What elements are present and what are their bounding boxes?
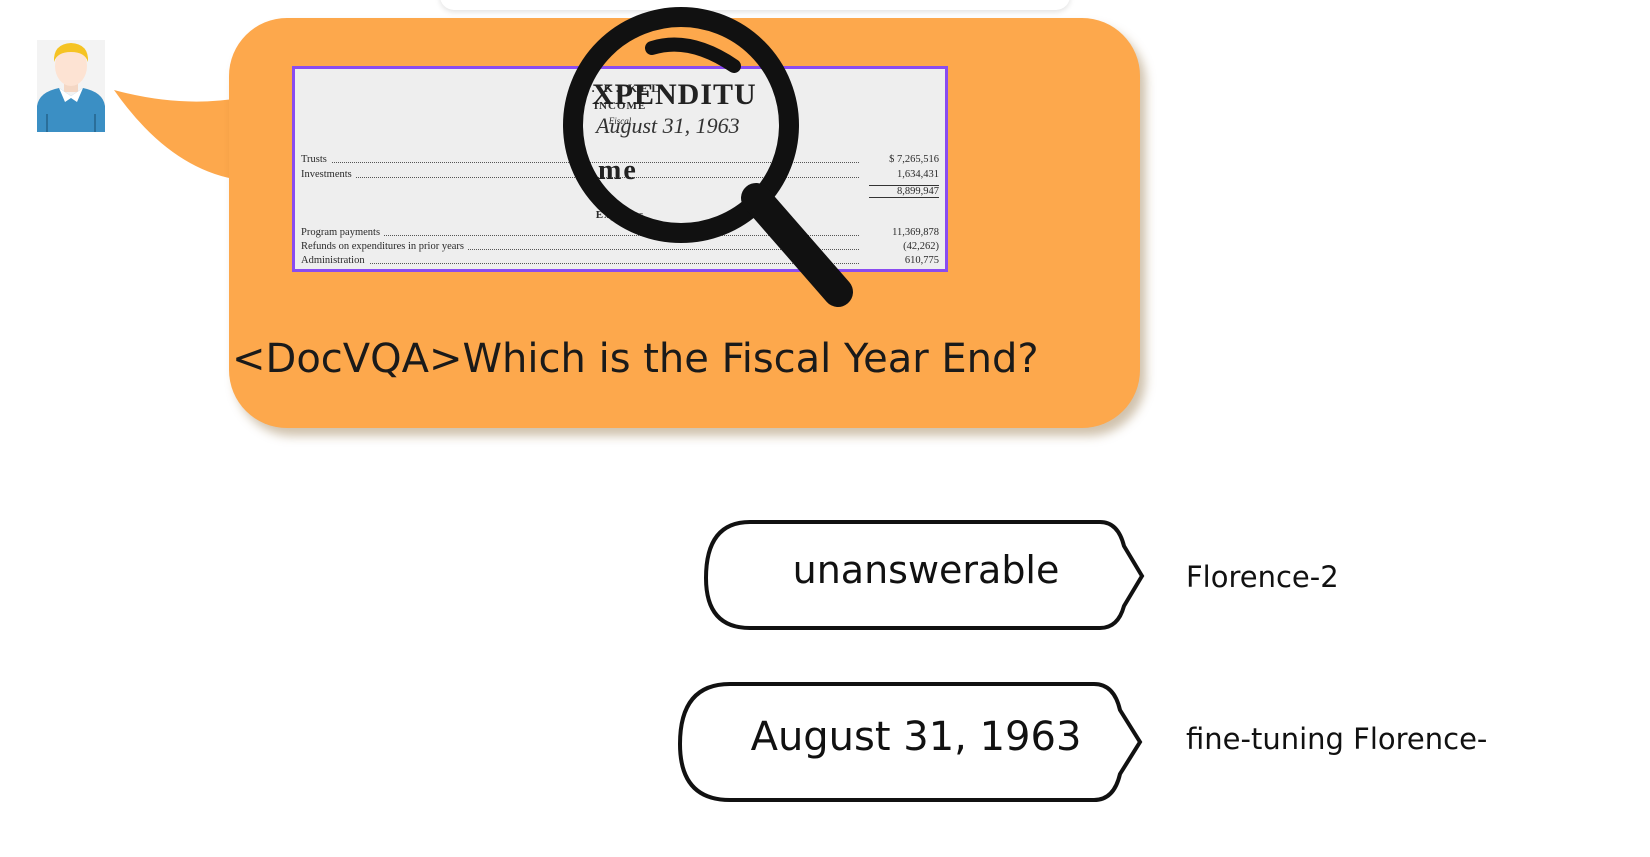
answer-text: August 31, 1963 bbox=[750, 714, 1082, 760]
answer-bubble bbox=[677, 682, 1143, 802]
speech-bubble-tail bbox=[114, 90, 240, 180]
doc-row: Program payments 11,369,878 bbox=[301, 227, 939, 241]
zoom-text-income: me bbox=[598, 155, 638, 186]
answer-text: unanswerable bbox=[792, 548, 1060, 592]
doc-row-value: 1,634,431 bbox=[897, 169, 939, 180]
doc-row-label: Investments bbox=[301, 169, 356, 180]
top-panel-edge bbox=[440, 0, 1070, 10]
doc-row-label: Refunds on expenditures in prior years bbox=[301, 241, 469, 252]
doc-row-label: Trusts bbox=[301, 154, 331, 165]
model-label: Florence-2 bbox=[1186, 560, 1339, 594]
doc-row: Administration 610,775 bbox=[301, 255, 939, 269]
doc-row-label: Program payments bbox=[301, 227, 385, 238]
zoom-text-date: August 31, 1963 bbox=[596, 113, 740, 138]
doc-row-label: Administration bbox=[301, 255, 369, 266]
doc-row-value: (42,262) bbox=[903, 241, 939, 252]
doc-income-total: 8,899,947 bbox=[869, 185, 939, 198]
answer-bubble bbox=[703, 520, 1145, 630]
doc-row-value: 610,775 bbox=[904, 255, 939, 266]
doc-row-value: 11,369,878 bbox=[892, 227, 939, 238]
doc-header-fiscal: Fiscal bbox=[608, 116, 632, 126]
doc-header-income: INCOME bbox=[593, 100, 647, 112]
doc-row: Refunds on expenditures in prior years (… bbox=[301, 241, 939, 255]
doc-header-org: W. K. KEL bbox=[577, 81, 663, 95]
user-avatar-icon bbox=[37, 40, 105, 132]
magnifier-icon bbox=[563, 7, 853, 307]
doc-row-value: $ 7,265,516 bbox=[889, 154, 939, 165]
model-label: fine-tuning Florence- bbox=[1186, 722, 1488, 756]
zoom-text-heading: XPENDITU bbox=[592, 78, 757, 111]
prompt-text: <DocVQA>Which is the Fiscal Year End? bbox=[232, 336, 1039, 382]
document-crop: W. K. KEL INCOME Fiscal Trusts $ 7,265,5… bbox=[292, 66, 948, 272]
